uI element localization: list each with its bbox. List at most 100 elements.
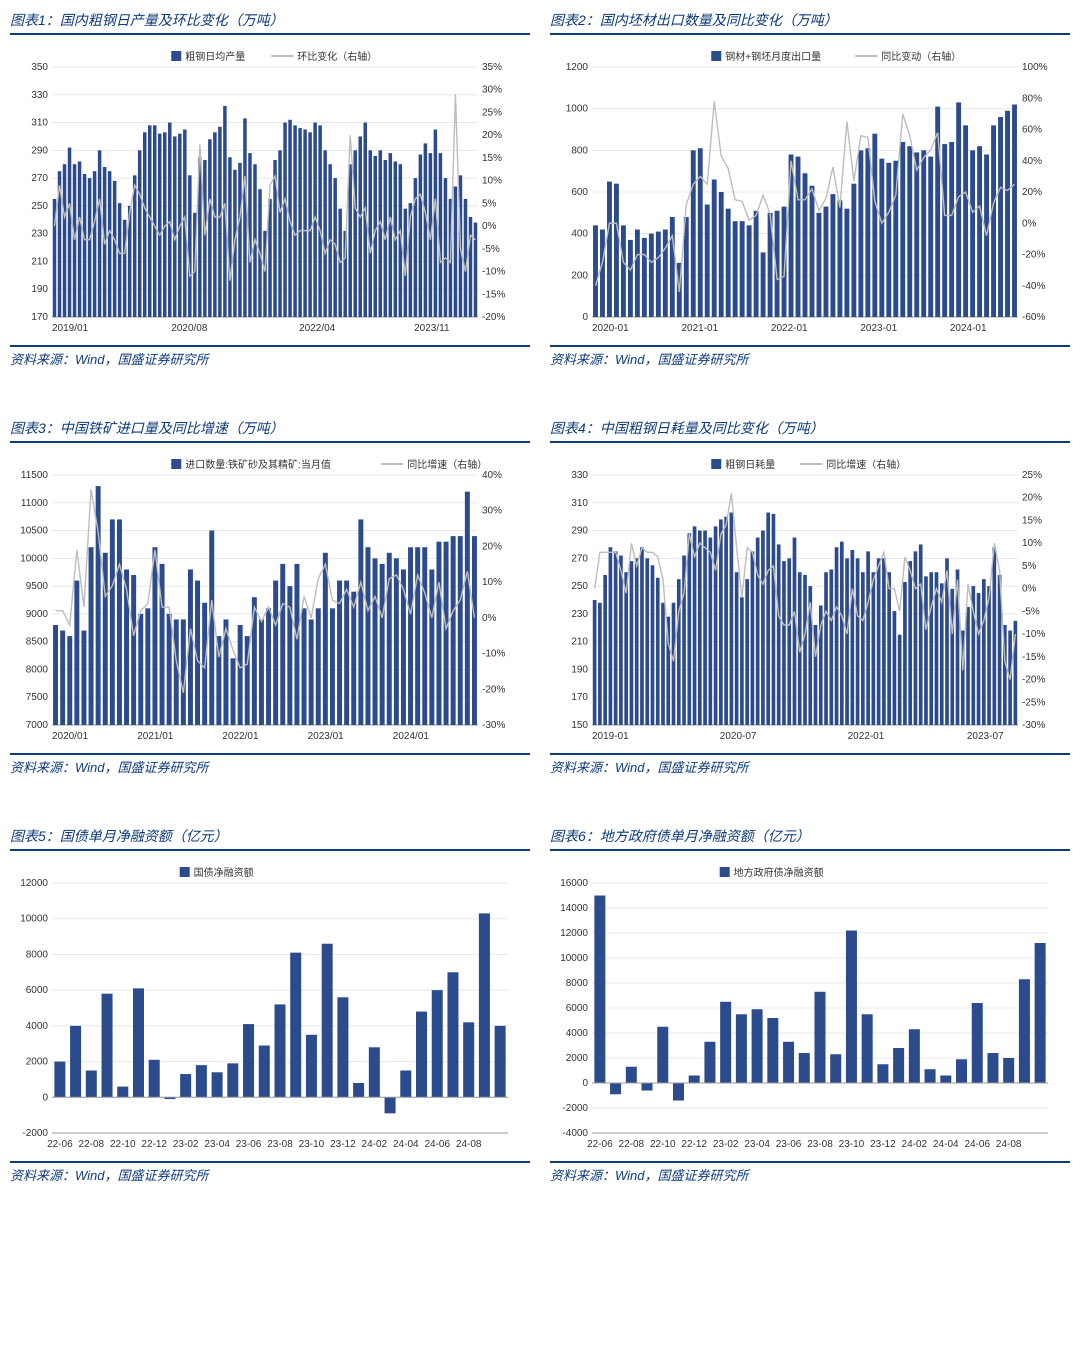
svg-text:210: 210 [571, 637, 588, 648]
svg-text:0%: 0% [482, 613, 497, 624]
svg-text:600: 600 [571, 187, 588, 198]
svg-text:-30%: -30% [1022, 720, 1045, 731]
svg-text:40%: 40% [1022, 156, 1042, 167]
svg-text:2022/01: 2022/01 [222, 731, 259, 742]
svg-text:2000: 2000 [26, 1057, 49, 1068]
svg-text:2019/01: 2019/01 [52, 323, 89, 334]
svg-text:190: 190 [571, 664, 588, 675]
svg-text:同比增速（右轴）: 同比增速（右轴） [407, 458, 487, 471]
svg-text:22-08: 22-08 [619, 1139, 645, 1150]
svg-text:12000: 12000 [20, 878, 48, 889]
svg-text:800: 800 [571, 145, 588, 156]
svg-text:9500: 9500 [26, 581, 49, 592]
svg-text:11000: 11000 [21, 498, 49, 509]
panel-title: 图表5：国债单月净融资额（亿元） [10, 826, 530, 851]
panel-source: 资料来源：Wind，国盛证券研究所 [550, 345, 1070, 368]
svg-text:-60%: -60% [1022, 312, 1045, 323]
chart-panel: 图表1：国内粗钢日产量及环比变化（万吨）粗钢日均产量环比变化（右轴）170190… [10, 10, 530, 368]
svg-text:270: 270 [571, 553, 588, 564]
svg-text:2023/01: 2023/01 [308, 731, 345, 742]
panel-title: 图表2：国内坯材出口数量及同比变化（万吨） [550, 10, 1070, 35]
svg-text:2021/01: 2021/01 [137, 731, 174, 742]
svg-text:230: 230 [31, 229, 48, 240]
svg-text:22-12: 22-12 [681, 1139, 707, 1150]
svg-text:2020-01: 2020-01 [592, 323, 629, 334]
svg-text:0%: 0% [1022, 218, 1037, 229]
svg-text:23-06: 23-06 [236, 1139, 262, 1150]
svg-text:0: 0 [582, 1078, 588, 1089]
svg-text:-5%: -5% [482, 244, 500, 255]
svg-text:20%: 20% [482, 541, 502, 552]
svg-text:10000: 10000 [20, 914, 48, 925]
svg-text:4000: 4000 [26, 1021, 49, 1032]
svg-text:-20%: -20% [1022, 675, 1045, 686]
chart-panel: 图表2：国内坯材出口数量及同比变化（万吨）钢材+钢坯月度出口量同比变动（右轴）0… [550, 10, 1070, 368]
chart-svg: 钢材+钢坯月度出口量同比变动（右轴）020040060080010001200-… [550, 41, 1060, 341]
svg-text:24-08: 24-08 [996, 1139, 1022, 1150]
svg-text:-2000: -2000 [22, 1128, 48, 1139]
svg-text:10%: 10% [482, 577, 502, 588]
panel-source: 资料来源：Wind，国盛证券研究所 [10, 1161, 530, 1184]
svg-text:进口数量:铁矿砂及其精矿:当月值: 进口数量:铁矿砂及其精矿:当月值 [185, 458, 331, 471]
svg-text:15%: 15% [1022, 515, 1042, 526]
panel-title: 图表6：地方政府债单月净融资额（亿元） [550, 826, 1070, 851]
svg-text:-5%: -5% [1022, 606, 1040, 617]
svg-text:2022-01: 2022-01 [771, 323, 808, 334]
svg-text:1000: 1000 [566, 104, 589, 115]
svg-text:350: 350 [31, 62, 48, 73]
svg-text:-15%: -15% [1022, 652, 1045, 663]
svg-text:7000: 7000 [26, 720, 49, 731]
svg-text:粗钢日耗量: 粗钢日耗量 [725, 458, 775, 471]
svg-text:24-08: 24-08 [456, 1139, 482, 1150]
svg-text:2019-01: 2019-01 [592, 731, 629, 742]
panel-title: 图表3：中国铁矿进口量及同比增速（万吨） [10, 418, 530, 443]
svg-text:11500: 11500 [21, 470, 49, 481]
svg-text:2020-07: 2020-07 [720, 731, 757, 742]
chart-panel: 图表3：中国铁矿进口量及同比增速（万吨） 进口数量:铁矿砂及其精矿:当月值 同比增速… [10, 418, 530, 776]
svg-text:200: 200 [571, 270, 588, 281]
svg-text:2023-07: 2023-07 [967, 731, 1004, 742]
svg-text:22-10: 22-10 [110, 1139, 136, 1150]
svg-text:24-02: 24-02 [362, 1139, 388, 1150]
svg-text:23-08: 23-08 [267, 1139, 293, 1150]
panel-source: 资料来源：Wind，国盛证券研究所 [550, 1161, 1070, 1184]
svg-text:20%: 20% [1022, 493, 1042, 504]
svg-text:210: 210 [31, 256, 48, 267]
svg-text:2021-01: 2021-01 [681, 323, 718, 334]
svg-text:170: 170 [571, 692, 588, 703]
svg-text:400: 400 [571, 229, 588, 240]
svg-text:4000: 4000 [566, 1028, 589, 1039]
svg-text:-25%: -25% [1022, 697, 1045, 708]
svg-text:7500: 7500 [26, 692, 49, 703]
chart-svg: 粗钢日耗量同比增速（右轴）150170190210230250270290310… [550, 449, 1060, 749]
svg-text:2020/01: 2020/01 [52, 731, 89, 742]
svg-text:23-02: 23-02 [713, 1139, 739, 1150]
svg-text:-20%: -20% [1022, 250, 1045, 261]
svg-text:8000: 8000 [26, 664, 49, 675]
chart-panel: 图表5：国债单月净融资额（亿元）国债净融资额-20000200040006000… [10, 826, 530, 1184]
svg-text:170: 170 [31, 312, 48, 323]
svg-text:330: 330 [571, 470, 588, 481]
svg-text:1200: 1200 [566, 62, 589, 73]
panel-source: 资料来源：Wind，国盛证券研究所 [550, 753, 1070, 776]
svg-text:25%: 25% [482, 107, 502, 118]
svg-text:-4000: -4000 [562, 1128, 588, 1139]
svg-text:6000: 6000 [566, 1003, 589, 1014]
svg-text:24-06: 24-06 [424, 1139, 450, 1150]
svg-text:粗钢日均产量: 粗钢日均产量 [185, 50, 245, 63]
svg-text:2024/01: 2024/01 [393, 731, 430, 742]
svg-text:80%: 80% [1022, 93, 1042, 104]
svg-text:-20%: -20% [482, 312, 505, 323]
svg-text:24-02: 24-02 [902, 1139, 928, 1150]
svg-text:12000: 12000 [560, 928, 588, 939]
svg-text:0%: 0% [482, 221, 497, 232]
svg-text:10000: 10000 [560, 953, 588, 964]
svg-text:30%: 30% [482, 85, 502, 96]
svg-text:23-06: 23-06 [776, 1139, 802, 1150]
panel-title: 图表1：国内粗钢日产量及环比变化（万吨） [10, 10, 530, 35]
svg-text:同比变动（右轴）: 同比变动（右轴） [881, 50, 961, 63]
svg-text:地方政府债净融资额: 地方政府债净融资额 [734, 866, 824, 879]
svg-text:23-04: 23-04 [744, 1139, 770, 1150]
svg-text:2023-01: 2023-01 [860, 323, 897, 334]
chart-svg: 进口数量:铁矿砂及其精矿:当月值同比增速（右轴）7000750080008500… [10, 449, 520, 749]
